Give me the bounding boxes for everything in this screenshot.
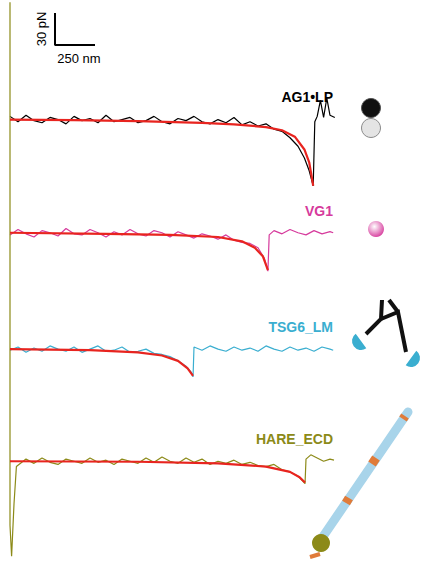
svg-text:TSG6_LM: TSG6_LM [268, 319, 333, 335]
svg-text:250 nm: 250 nm [57, 51, 100, 66]
svg-text:VG1: VG1 [305, 203, 333, 219]
svg-text:AG1•LP: AG1•LP [281, 89, 333, 105]
svg-text:HARE_ECD: HARE_ECD [256, 431, 333, 447]
svg-text:30 pN: 30 pN [34, 12, 49, 47]
